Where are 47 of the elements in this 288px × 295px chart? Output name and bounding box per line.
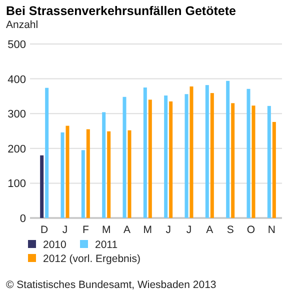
text: © Statistisches Bundesamt, Wiesbaden 2013 (6, 279, 216, 291)
bar (184, 94, 188, 218)
legend-label: 2010 (43, 239, 67, 251)
x-tick-label: J (166, 224, 171, 236)
bar (267, 106, 271, 218)
bar (128, 130, 132, 218)
bar (164, 96, 168, 218)
x-tick-label: A (206, 224, 214, 236)
bar (210, 93, 214, 218)
x-tick-label: O (246, 224, 256, 236)
bar (226, 80, 230, 218)
bar (231, 103, 235, 218)
y-tick-label: 300 (8, 108, 26, 121)
bar (60, 132, 64, 218)
y-tick-label: 0 (20, 213, 26, 225)
chart-title: Bei Strassenverkehrsunfällen Getötete (6, 4, 236, 18)
bar (272, 122, 276, 218)
bar (190, 86, 194, 218)
legend-label: 2012 (vorl. Ergebnis) (43, 253, 140, 265)
x-tick-label: M (102, 224, 111, 236)
bar (66, 126, 70, 218)
y-tick-label: 400 (8, 74, 26, 86)
x-tick-label: D (40, 224, 49, 236)
x-tick-label: A (123, 224, 131, 236)
y-tick-label: 100 (8, 178, 26, 190)
bar (102, 112, 106, 218)
bar (86, 129, 90, 218)
bar (205, 85, 209, 218)
y-tick-label: 200 (8, 143, 26, 156)
bar (40, 155, 44, 218)
bar (107, 131, 111, 218)
legend-label: 2011 (95, 239, 118, 251)
x-tick-label: N (268, 224, 276, 236)
x-tick-label: S (226, 224, 234, 236)
y-tick-label: 500 (8, 39, 26, 51)
bar (169, 101, 173, 218)
x-tick-label: J (186, 224, 192, 236)
bar (143, 88, 147, 218)
bar (148, 100, 152, 218)
x-tick-label: M (143, 224, 152, 236)
bar (122, 96, 126, 218)
x-tick-label: F (82, 224, 89, 236)
bar (246, 88, 250, 218)
chart-subtitle: Anzahl (6, 19, 38, 31)
bar (252, 106, 256, 218)
bar (81, 150, 85, 218)
x-tick-label: J (62, 224, 68, 236)
